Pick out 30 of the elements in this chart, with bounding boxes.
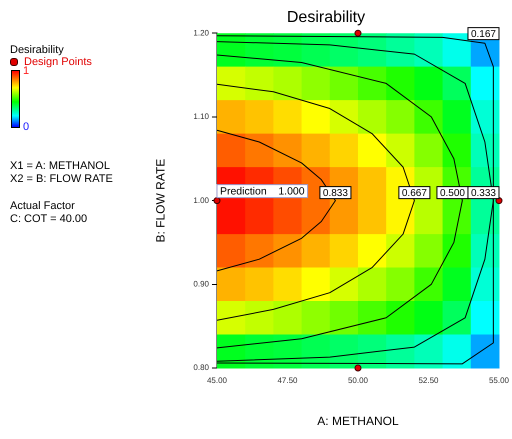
x-tick-label: 50.00 xyxy=(348,376,369,386)
x-tick-label: 45.00 xyxy=(206,376,228,386)
legend-label: Design Points xyxy=(24,56,92,68)
y-axis-title: B: FLOW RATE xyxy=(154,158,168,242)
y-tick-label: 0.90 xyxy=(193,280,210,289)
point xyxy=(354,364,362,372)
annotation: 0.167 xyxy=(470,28,496,40)
x-tick-label: 52.50 xyxy=(418,376,440,386)
y-tick-label: 1.10 xyxy=(193,112,210,122)
chart-title: Desirability xyxy=(286,9,366,26)
point xyxy=(354,30,362,37)
y-tick-label: 0.80 xyxy=(193,363,210,372)
x-axis-title: A: METHANOL xyxy=(317,414,399,428)
color-bar-label: 0 xyxy=(23,121,30,133)
x-tick-label: 47.50 xyxy=(277,376,298,386)
annotation: 0.667 xyxy=(402,188,428,199)
text: X1 = A: METHANOL xyxy=(10,160,111,173)
text: C: COT = 40.00 xyxy=(10,213,88,226)
annotation: 0.500 xyxy=(440,188,466,199)
y-tick-label: 1.00 xyxy=(193,196,210,205)
legend-title: Desirability xyxy=(10,44,65,56)
point xyxy=(213,197,220,204)
annotation: 0.333 xyxy=(470,188,496,199)
color-bar-label: 1 xyxy=(23,65,30,77)
x-tick-label: 55.00 xyxy=(488,376,510,386)
y-tick-label: 1.20 xyxy=(193,28,210,38)
annotation: Prediction 1.000 xyxy=(220,185,305,198)
text: Actual Factor xyxy=(10,200,76,213)
annotation: 0.833 xyxy=(322,188,348,199)
text: X2 = B: FLOW RATE xyxy=(10,173,113,186)
